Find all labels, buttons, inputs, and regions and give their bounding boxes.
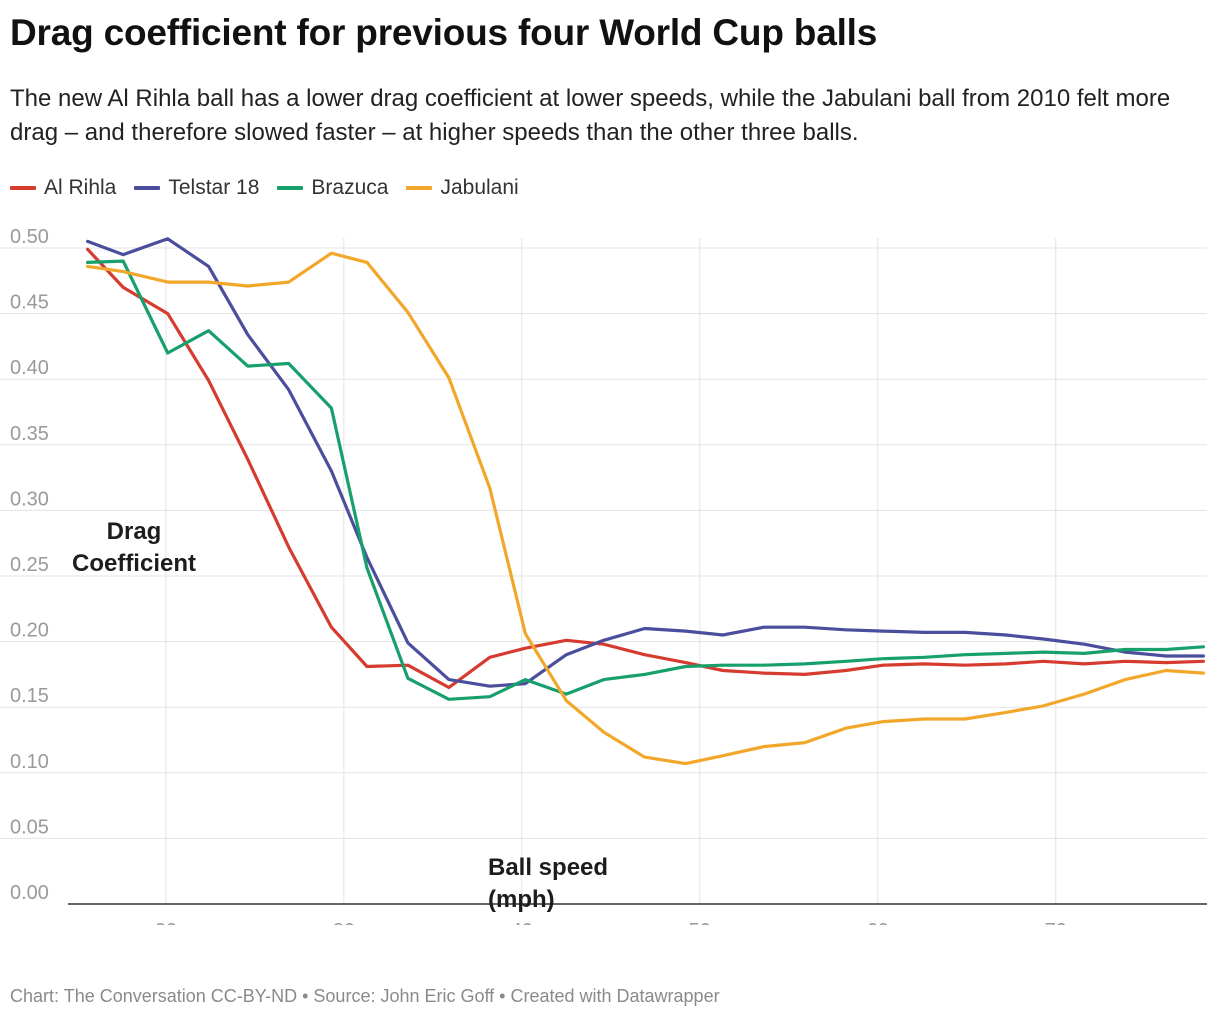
legend-item-telstar-18: Telstar 18 — [134, 176, 259, 200]
legend-item-jabulani: Jabulani — [406, 176, 519, 200]
y-tick-label: 0.50 — [10, 226, 49, 248]
y-tick-label: 0.45 — [10, 292, 49, 314]
x-tick-label: 60 — [867, 920, 889, 925]
x-axis-label-line2: (mph) — [488, 886, 555, 913]
x-tick-label: 50 — [689, 920, 711, 925]
legend-item-al-rihla: Al Rihla — [10, 176, 116, 200]
chart-footer: Chart: The Conversation CC-BY-ND • Sourc… — [10, 986, 720, 1006]
x-tick-label: 70 — [1045, 920, 1067, 925]
legend-label-jabulani: Jabulani — [440, 176, 519, 199]
y-tick-label: 0.25 — [10, 554, 49, 576]
y-axis-label-line2: Coefficient — [72, 550, 196, 577]
series-line-al-rihla — [86, 247, 1205, 690]
legend-label-brazuca: Brazuca — [311, 176, 389, 199]
legend-item-brazuca: Brazuca — [277, 176, 388, 200]
chart-legend: Al Rihla Telstar 18 Brazuca Jabulani — [10, 176, 537, 200]
y-tick-label: 0.15 — [10, 685, 49, 707]
y-tick-label: 0.05 — [10, 816, 49, 838]
y-tick-label: 0.20 — [10, 620, 49, 642]
line-chart: 0.00 0.05 0.10 0.15 0.20 0.25 0.30 0.35 0.40 0.45… — [0, 226, 1207, 925]
y-tick-label: 0.00 — [10, 882, 49, 904]
y-tick-label: 0.10 — [10, 751, 49, 773]
x-tick-label: 30 — [333, 920, 355, 925]
legend-label-al-rihla: Al Rihla — [44, 176, 117, 199]
chart-title: Drag coefficient for previous four World… — [10, 12, 878, 53]
legend-label-telstar-18: Telstar 18 — [168, 176, 260, 199]
y-tick-label: 0.40 — [10, 357, 49, 379]
y-axis-label: Drag — [107, 518, 162, 545]
chart-subtitle: The new Al Rihla ball has a lower drag c… — [10, 85, 1171, 146]
series-line-telstar-18 — [86, 237, 1205, 688]
x-tick-label: 20 — [155, 920, 177, 925]
legend-swatch-jabulani — [406, 186, 433, 190]
series-line-jabulani — [86, 251, 1205, 766]
x-tick-label: 40 — [511, 920, 533, 925]
series-line-brazuca — [86, 259, 1205, 701]
y-tick-label: 0.30 — [10, 488, 49, 510]
x-axis-label: Ball speed — [488, 854, 608, 881]
legend-swatch-al-rihla — [10, 186, 36, 190]
legend-swatch-brazuca — [277, 186, 304, 190]
legend-swatch-telstar-18 — [134, 186, 161, 190]
y-tick-label: 0.35 — [10, 423, 49, 445]
